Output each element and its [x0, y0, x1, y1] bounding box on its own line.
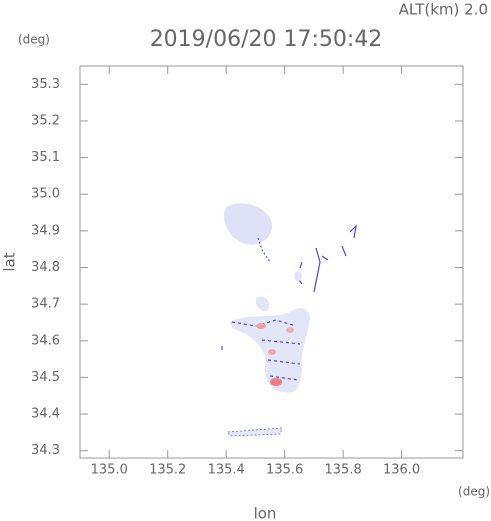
x-tick-label: 135.0: [91, 463, 128, 478]
x-tick-label: 135.8: [325, 463, 362, 478]
y-tick-label: 34.9: [31, 223, 60, 238]
echo-area: [294, 271, 302, 281]
y-tick-label: 35.0: [31, 187, 60, 202]
echo-cell: [270, 378, 282, 386]
y-tick-label: 34.6: [31, 333, 60, 348]
echo-edge: [257, 237, 271, 263]
y-tick-label: 34.4: [31, 407, 60, 422]
y-tick-label: 34.8: [31, 260, 60, 275]
x-tick-label: 135.4: [208, 463, 245, 478]
y-tick-label: 35.3: [31, 77, 60, 92]
echo-area: [227, 427, 283, 437]
x-unit: (deg): [458, 485, 490, 499]
y-axis-label: lat: [1, 252, 19, 271]
x-tick-label: 135.6: [266, 463, 303, 478]
x-axis-label: lon: [254, 505, 277, 521]
echo-cell: [256, 323, 266, 329]
plot-frame: [79, 65, 464, 459]
y-tick-label: 35.1: [31, 150, 60, 165]
y-tick-label: 34.7: [31, 297, 60, 312]
echo-area: [223, 203, 273, 245]
echo-edge: [231, 319, 301, 381]
subtitle: ALT(km) 2.0: [399, 1, 488, 19]
y-unit: (deg): [18, 33, 50, 47]
x-tick-label: 135.2: [149, 463, 186, 478]
chart-title: 2019/06/20 17:50:42: [150, 27, 383, 52]
echo-area: [255, 296, 270, 312]
echo-field: [221, 203, 357, 437]
x-tick-label: 136.0: [383, 463, 420, 478]
y-tick-label: 34.5: [31, 370, 60, 385]
y-tick-label: 35.2: [31, 113, 60, 128]
echo-cell: [268, 349, 276, 355]
echo-cell: [286, 327, 294, 333]
y-tick-label: 34.3: [31, 443, 60, 458]
echo-edge: [295, 224, 357, 293]
